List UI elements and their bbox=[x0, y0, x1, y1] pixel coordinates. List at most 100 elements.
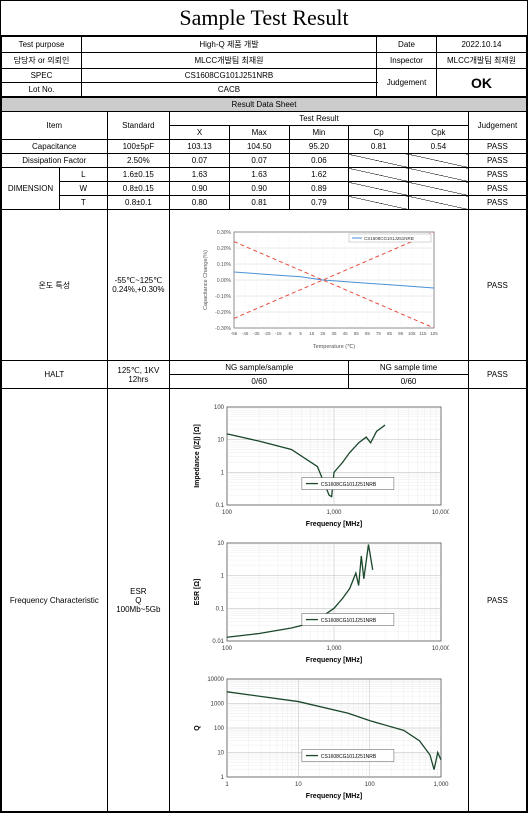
lotno-value: CACB bbox=[82, 83, 377, 97]
svg-text:5: 5 bbox=[299, 331, 302, 336]
slash-cell bbox=[349, 168, 409, 182]
svg-text:Q: Q bbox=[194, 725, 201, 731]
svg-text:Frequency [MHz]: Frequency [MHz] bbox=[306, 521, 362, 528]
svg-text:Frequency [MHz]: Frequency [MHz] bbox=[306, 793, 362, 800]
inspector-value: MLCC개발팀 최재원 bbox=[437, 53, 527, 69]
result-data-table: Result Data Sheet Item Standard Test Res… bbox=[1, 97, 527, 812]
svg-text:0.1: 0.1 bbox=[216, 503, 225, 509]
person-label: 담당자 or 의뢰인 bbox=[2, 53, 82, 69]
svg-text:65: 65 bbox=[365, 331, 371, 336]
svg-text:CS1608CG101J251NRB: CS1608CG101J251NRB bbox=[321, 618, 377, 624]
spec-label: SPEC bbox=[2, 69, 82, 83]
svg-text:35: 35 bbox=[331, 331, 337, 336]
svg-text:0.1: 0.1 bbox=[216, 606, 225, 612]
judgement-label: Judgement bbox=[377, 69, 437, 97]
freq-char-row: Frequency Characteristic ESRQ100Mb~5Gb 1… bbox=[2, 389, 527, 812]
svg-text:95: 95 bbox=[398, 331, 404, 336]
svg-text:1000: 1000 bbox=[211, 702, 225, 708]
svg-text:0.30%: 0.30% bbox=[217, 230, 232, 236]
impedance-chart: 1001,00010,0000.1110100Frequency [MHz]Im… bbox=[189, 399, 449, 529]
test-purpose-value: High-Q 제품 개발 bbox=[82, 37, 377, 53]
page-title: Sample Test Result bbox=[1, 1, 527, 36]
svg-text:125: 125 bbox=[430, 331, 438, 336]
q-chart: 1101001,000110100100010000Frequency [MHz… bbox=[189, 671, 449, 801]
col-testresult: Test Result bbox=[170, 112, 469, 126]
svg-text:10,000: 10,000 bbox=[432, 510, 449, 516]
svg-text:-45: -45 bbox=[242, 331, 249, 336]
svg-text:Impedance (|Z|) [Ω]: Impedance (|Z|) [Ω] bbox=[194, 424, 201, 488]
col-judgement: Judgement bbox=[468, 112, 526, 140]
table-row: Dissipation Factor 2.50% 0.07 0.07 0.06 … bbox=[2, 154, 527, 168]
page: Sample Test Result Test purpose High-Q 제… bbox=[0, 0, 528, 813]
svg-text:105: 105 bbox=[408, 331, 416, 336]
svg-text:1: 1 bbox=[221, 775, 225, 781]
inspector-label: Inspector bbox=[377, 53, 437, 69]
svg-text:0.01: 0.01 bbox=[212, 639, 224, 645]
svg-text:1: 1 bbox=[221, 574, 225, 580]
svg-text:85: 85 bbox=[387, 331, 393, 336]
svg-text:100: 100 bbox=[365, 782, 376, 788]
table-row: W 0.8±0.15 0.90 0.90 0.89 PASS bbox=[2, 182, 527, 196]
svg-text:-35: -35 bbox=[253, 331, 260, 336]
table-row: Capacitance 100±5pF 103.13 104.50 95.20 … bbox=[2, 140, 527, 154]
slash-cell bbox=[349, 154, 409, 168]
col-x: X bbox=[170, 126, 230, 140]
slash-cell bbox=[409, 168, 469, 182]
svg-text:0.10%: 0.10% bbox=[217, 262, 232, 268]
svg-text:10: 10 bbox=[295, 782, 302, 788]
svg-text:55: 55 bbox=[354, 331, 360, 336]
temp-char-row: 온도 특성 -55℃~125℃0.24%,+0.30% 0.30%0.20%0.… bbox=[2, 210, 527, 361]
halt-label: HALT bbox=[2, 361, 108, 389]
table-row: DIMENSION L 1.6±0.15 1.63 1.63 1.62 PASS bbox=[2, 168, 527, 182]
svg-text:10: 10 bbox=[217, 438, 224, 444]
svg-text:-55: -55 bbox=[231, 331, 238, 336]
slash-cell bbox=[409, 196, 469, 210]
svg-text:100: 100 bbox=[214, 405, 225, 411]
col-cpk: Cpk bbox=[409, 126, 469, 140]
svg-text:10: 10 bbox=[217, 751, 224, 757]
temp-chart: 0.30%0.20%0.10%0.00%-0.10%-0.20%-0.30%-5… bbox=[199, 220, 439, 350]
svg-text:45: 45 bbox=[343, 331, 349, 336]
slash-cell bbox=[409, 182, 469, 196]
svg-text:-0.20%: -0.20% bbox=[215, 310, 231, 316]
date-value: 2022.10.14 bbox=[437, 37, 527, 53]
svg-text:15: 15 bbox=[309, 331, 315, 336]
svg-text:-25: -25 bbox=[264, 331, 271, 336]
lotno-label: Lot No. bbox=[2, 83, 82, 97]
judgement-value: OK bbox=[437, 69, 527, 97]
svg-text:10000: 10000 bbox=[207, 677, 224, 683]
svg-text:1,000: 1,000 bbox=[433, 782, 449, 788]
temp-char-label: 온도 특성 bbox=[2, 210, 108, 361]
table-row: T 0.8±0.1 0.80 0.81 0.79 PASS bbox=[2, 196, 527, 210]
svg-text:Capacitance Change(%): Capacitance Change(%) bbox=[203, 250, 209, 310]
svg-text:100: 100 bbox=[222, 646, 233, 652]
svg-text:ESR [Ω]: ESR [Ω] bbox=[194, 579, 201, 606]
halt-row: HALT 125℃, 1KV12hrs NG sample/sample NG … bbox=[2, 361, 527, 375]
slash-cell bbox=[409, 154, 469, 168]
svg-text:CS1608CG101J251NRB: CS1608CG101J251NRB bbox=[364, 236, 414, 241]
svg-text:-0.30%: -0.30% bbox=[215, 326, 231, 332]
svg-text:25: 25 bbox=[320, 331, 326, 336]
spec-value: CS1608CG101J251NRB bbox=[82, 69, 377, 83]
svg-text:0.20%: 0.20% bbox=[217, 246, 232, 252]
svg-text:1,000: 1,000 bbox=[326, 646, 342, 652]
svg-text:Temperature (℃): Temperature (℃) bbox=[313, 344, 355, 350]
svg-text:1: 1 bbox=[221, 470, 225, 476]
svg-text:Frequency [MHz]: Frequency [MHz] bbox=[306, 657, 362, 664]
esr-chart: 100 1,000 10,000 0.01 0.1 1 10 Frequency [MHz] E… bbox=[189, 535, 449, 665]
col-min: Min bbox=[289, 126, 349, 140]
svg-text:115: 115 bbox=[419, 331, 427, 336]
svg-text:CS1608CG101J251NRB: CS1608CG101J251NRB bbox=[321, 482, 377, 488]
svg-text:-15: -15 bbox=[275, 331, 282, 336]
col-cp: Cp bbox=[349, 126, 409, 140]
svg-text:10: 10 bbox=[217, 541, 224, 547]
svg-text:CS1608CG101J251NRB: CS1608CG101J251NRB bbox=[321, 754, 377, 760]
svg-text:1: 1 bbox=[225, 782, 229, 788]
person-value: MLCC개발팀 최재원 bbox=[82, 53, 377, 69]
svg-text:1,000: 1,000 bbox=[326, 510, 342, 516]
test-purpose-label: Test purpose bbox=[2, 37, 82, 53]
svg-text:0.00%: 0.00% bbox=[217, 278, 232, 284]
svg-text:10,000: 10,000 bbox=[432, 646, 449, 652]
result-sheet-header: Result Data Sheet bbox=[2, 98, 527, 112]
svg-text:75: 75 bbox=[376, 331, 382, 336]
